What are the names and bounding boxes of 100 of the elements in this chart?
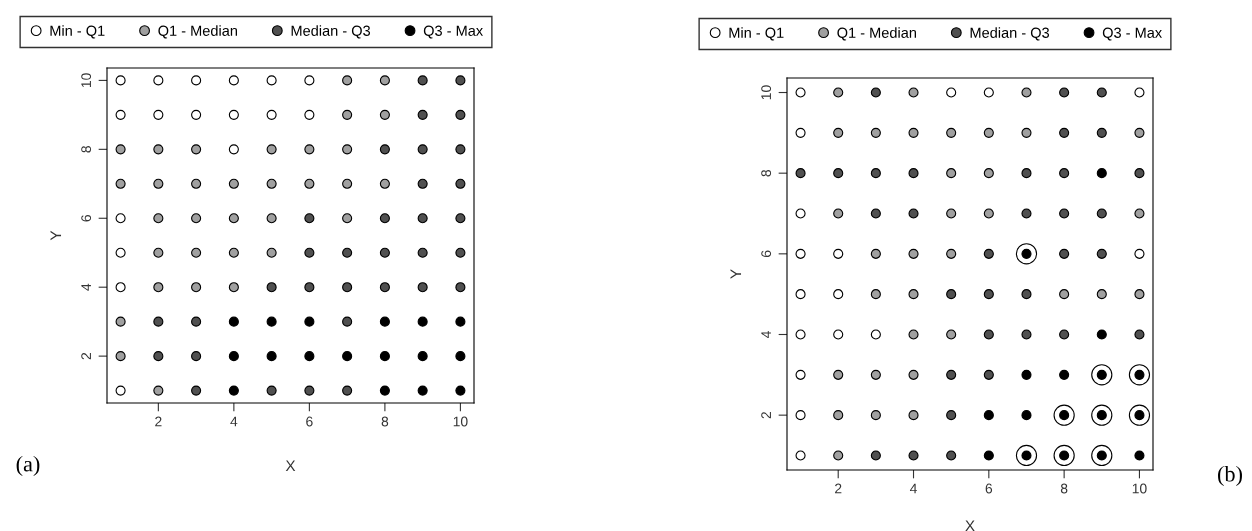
point (342, 144, 353, 155)
point (266, 282, 277, 293)
y-tick-label: 2 (761, 411, 771, 419)
point (228, 109, 239, 120)
point (908, 289, 919, 300)
point (1059, 248, 1070, 259)
point (1134, 168, 1145, 179)
point (153, 247, 164, 258)
point (228, 247, 239, 258)
point (870, 208, 881, 219)
x-tick-label: 8 (381, 416, 389, 427)
point (1059, 168, 1070, 179)
point (870, 168, 881, 179)
point (455, 385, 466, 396)
point (266, 385, 277, 396)
point (228, 213, 239, 224)
point (983, 289, 994, 300)
point (342, 247, 353, 258)
point (153, 351, 164, 362)
point (342, 109, 353, 120)
point (946, 410, 957, 421)
point (833, 208, 844, 219)
y-tick-label: 10 (761, 85, 772, 100)
point (304, 316, 315, 327)
point (342, 75, 353, 86)
y-tick-label: 8 (761, 169, 772, 177)
point (1096, 87, 1107, 98)
point (1021, 168, 1032, 179)
y-tick-label: 2 (81, 352, 91, 360)
point (795, 329, 806, 340)
point (1021, 289, 1032, 300)
point (266, 247, 277, 258)
point (870, 87, 881, 98)
y-tick-label: 6 (81, 215, 92, 222)
legend-label: Median - Q3 (970, 27, 1050, 41)
point (833, 168, 844, 179)
point (115, 75, 126, 86)
y-tick-label: 10 (81, 73, 92, 88)
point (833, 127, 844, 138)
point (1021, 87, 1032, 98)
point (908, 369, 919, 380)
point (417, 351, 428, 362)
point (795, 168, 806, 179)
point (1134, 289, 1145, 300)
x-tick-label: 4 (909, 483, 917, 494)
point (379, 144, 390, 155)
point (115, 109, 126, 120)
point (1096, 208, 1107, 219)
point (153, 178, 164, 189)
x-tick-label: 6 (306, 416, 313, 427)
point (417, 247, 428, 258)
point (795, 248, 806, 259)
point (870, 127, 881, 138)
x-tick-label: 6 (985, 483, 993, 494)
point (795, 369, 806, 380)
point (1021, 208, 1032, 219)
y-tick-label: 6 (761, 250, 772, 257)
point (946, 87, 957, 98)
point (833, 289, 844, 300)
point (304, 351, 315, 362)
point (1059, 87, 1070, 98)
point (153, 385, 164, 396)
point (304, 178, 315, 189)
point (304, 282, 315, 293)
point (228, 75, 239, 86)
point (870, 289, 881, 300)
point (191, 213, 202, 224)
point (1059, 127, 1070, 138)
point (379, 316, 390, 327)
point (833, 450, 844, 461)
point (228, 178, 239, 189)
point (379, 385, 390, 396)
point (870, 248, 881, 259)
point (115, 178, 126, 189)
point (946, 248, 957, 259)
point (228, 282, 239, 293)
point (983, 208, 994, 219)
y-axis-title: Y (50, 230, 62, 241)
point (417, 282, 428, 293)
point (304, 75, 315, 86)
point (1096, 248, 1107, 259)
point (1059, 369, 1070, 380)
point (115, 247, 126, 258)
point (1059, 289, 1070, 300)
point (908, 87, 919, 98)
point (1096, 127, 1107, 138)
point (115, 351, 126, 362)
point (1134, 329, 1145, 340)
point (983, 410, 994, 421)
point (1134, 248, 1145, 259)
x-tick-label: 10 (453, 416, 468, 427)
point (379, 178, 390, 189)
point (379, 247, 390, 258)
legend-label: Q3 - Max (423, 25, 483, 39)
point (191, 109, 202, 120)
point (342, 178, 353, 189)
point (833, 248, 844, 259)
point (191, 178, 202, 189)
point (266, 213, 277, 224)
point (455, 247, 466, 258)
